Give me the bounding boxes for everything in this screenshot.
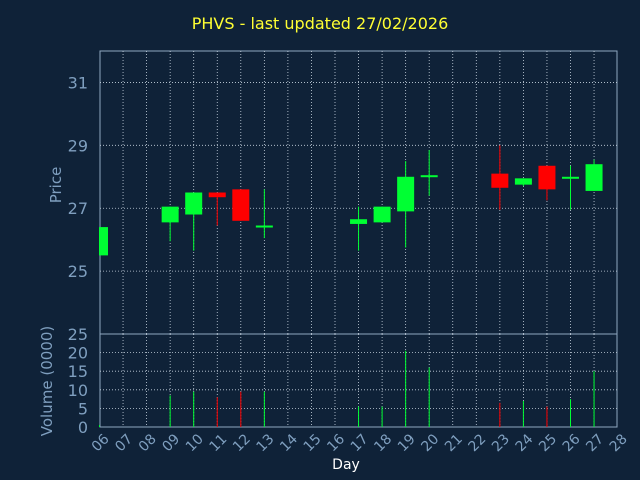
x-tick-label: 22 [466, 431, 490, 455]
x-tick-label: 13 [254, 431, 278, 455]
x-tick-label: 17 [348, 431, 372, 455]
candle-body [491, 173, 509, 188]
candle-body [397, 176, 415, 212]
candle-body [514, 178, 532, 185]
x-tick-label: 07 [112, 431, 136, 455]
candle-body [350, 219, 368, 224]
x-tick-label: 10 [183, 431, 207, 455]
x-tick-label: 14 [277, 431, 301, 455]
x-tick-label: 25 [536, 431, 560, 455]
x-axis-title: Day [332, 457, 360, 473]
price-tick-label: 31 [68, 73, 88, 92]
price-tick-label: 27 [68, 199, 88, 218]
candle-body [208, 192, 226, 198]
volume-tick-label: 20 [68, 344, 88, 363]
candle-body [538, 165, 556, 190]
x-tick-label: 16 [324, 431, 348, 455]
x-tick-label: 11 [206, 431, 230, 455]
x-tick-label: 24 [513, 431, 537, 455]
price-tick-label: 25 [68, 262, 88, 281]
candle-body [585, 164, 603, 191]
x-tick-label: 06 [89, 431, 113, 455]
x-tick-label: 28 [607, 431, 631, 455]
x-tick-label: 26 [560, 431, 584, 455]
x-tick-label: 15 [301, 431, 325, 455]
candle-body [255, 225, 273, 228]
x-tick-label: 19 [395, 431, 419, 455]
candle-body [161, 206, 179, 223]
x-tick-label: 08 [136, 431, 160, 455]
volume-tick-label: 5 [78, 399, 88, 418]
x-tick-label: 18 [371, 431, 395, 455]
volume-tick-label: 10 [68, 381, 88, 400]
candle-body [373, 206, 391, 223]
candle-body [100, 227, 108, 256]
x-tick-label: 09 [159, 431, 183, 455]
price-tick-label: 29 [68, 136, 88, 155]
x-tick-label: 12 [230, 431, 254, 455]
chart-title: PHVS - last updated 27/02/2026 [191, 14, 449, 33]
candle-body [420, 175, 438, 178]
candle-body [232, 189, 250, 221]
x-tick-label: 20 [418, 431, 442, 455]
candle-body [562, 176, 579, 179]
candle-body [185, 192, 203, 215]
volume-tick-label: 15 [68, 362, 88, 381]
volume-tick-label: 0 [78, 418, 88, 437]
x-tick-label: 27 [583, 431, 607, 455]
volume-tick-label: 25 [68, 325, 88, 344]
x-tick-label: 21 [442, 431, 466, 455]
x-tick-label: 23 [489, 431, 513, 455]
